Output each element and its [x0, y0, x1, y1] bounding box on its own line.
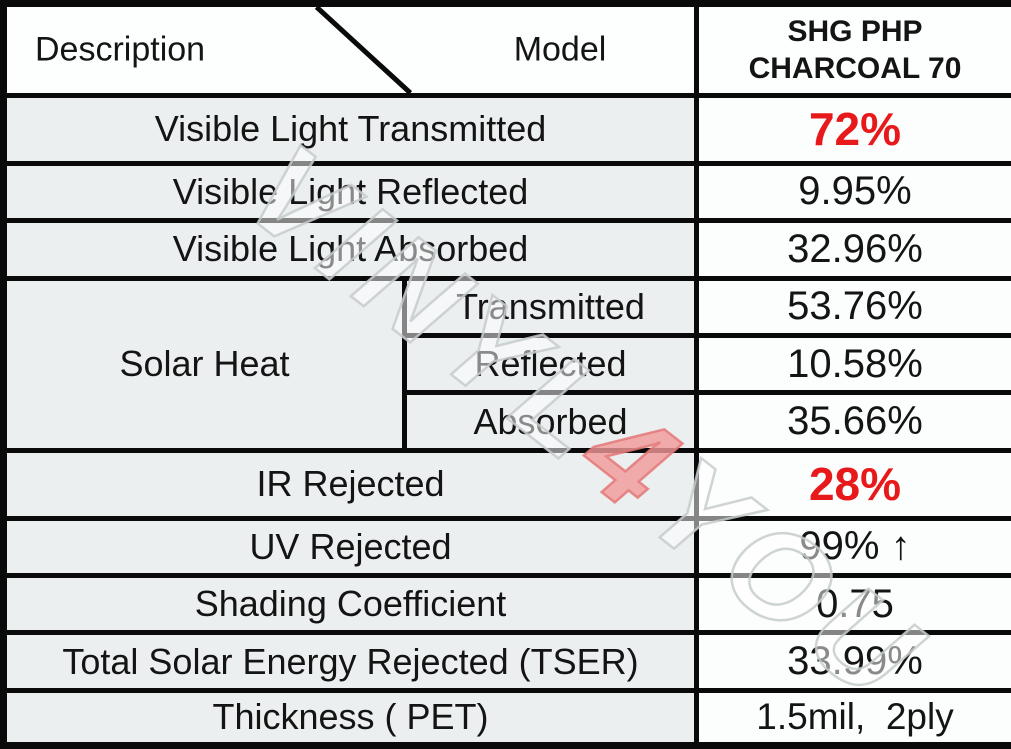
model-header-label: Model [513, 30, 607, 69]
model-name-line2: CHARCOAL 70 [748, 52, 962, 85]
row-label-visible-light-absorbed: Visible Light Absorbed [1, 218, 699, 281]
table-row: Total Solar Energy Rejected (TSER) 33.99… [1, 630, 1011, 693]
table-row: Thickness ( PET) 1.5mil, 2ply [1, 687, 1011, 749]
model-name-line1: SHG PHP [787, 14, 923, 48]
row-label-visible-light-reflected: Visible Light Reflected [1, 160, 699, 224]
subrow-value-solar-reflected: 10.58% [694, 332, 1011, 396]
row-value-ir-rejected: 28% [694, 447, 1011, 521]
header-description-model-cell: Description Model [1, 1, 699, 98]
table-row: Visible Light Absorbed 32.96% [1, 218, 1011, 281]
table-row: Visible Light Transmitted 72% [1, 93, 1011, 166]
row-value-visible-light-reflected: 9.95% [694, 160, 1011, 224]
group-label-solar-heat: Solar Heat [1, 275, 407, 453]
table-row: UV Rejected 99% ↑ [1, 515, 1011, 578]
row-label-tser: Total Solar Energy Rejected (TSER) [1, 630, 699, 693]
table-row: Absorbed 35.66% [4, 390, 1011, 453]
row-value-shading-coefficient: 0.75 [694, 572, 1011, 636]
table-row: IR Rejected 28% [1, 447, 1011, 521]
table-header-row: Description Model SHG PHP CHARCOAL 70 [1, 1, 1011, 98]
row-value-thickness: 1.5mil, 2ply [694, 687, 1011, 749]
row-value-uv-rejected: 99% ↑ [694, 515, 1011, 578]
row-label-visible-light-transmitted: Visible Light Transmitted [1, 93, 699, 166]
row-value-tser: 33.99% [694, 630, 1011, 693]
table-row: Visible Light Reflected 9.95% [1, 160, 1011, 224]
row-label-thickness: Thickness ( PET) [1, 687, 699, 749]
row-label-ir-rejected: IR Rejected [1, 447, 699, 521]
row-label-uv-rejected: UV Rejected [1, 515, 699, 578]
subrow-label-solar-transmitted: Transmitted [402, 275, 699, 338]
model-name-cell: SHG PHP CHARCOAL 70 [694, 1, 1011, 98]
row-label-shading-coefficient: Shading Coefficient [1, 572, 699, 636]
subrow-value-solar-transmitted: 53.76% [694, 275, 1011, 338]
subrow-value-solar-absorbed: 35.66% [694, 390, 1011, 453]
table-row: Reflected 10.58% [4, 332, 1011, 396]
description-header-label: Description [35, 30, 206, 69]
diagonal-divider-line [314, 8, 412, 91]
row-value-visible-light-transmitted: 72% [694, 93, 1011, 166]
table-row: Shading Coefficient 0.75 [1, 572, 1011, 636]
row-value-visible-light-absorbed: 32.96% [694, 218, 1011, 281]
subrow-label-solar-absorbed: Absorbed [402, 390, 699, 453]
table-row: Solar Heat Transmitted 53.76% [1, 275, 1011, 453]
subrow-label-solar-reflected: Reflected [402, 332, 699, 396]
